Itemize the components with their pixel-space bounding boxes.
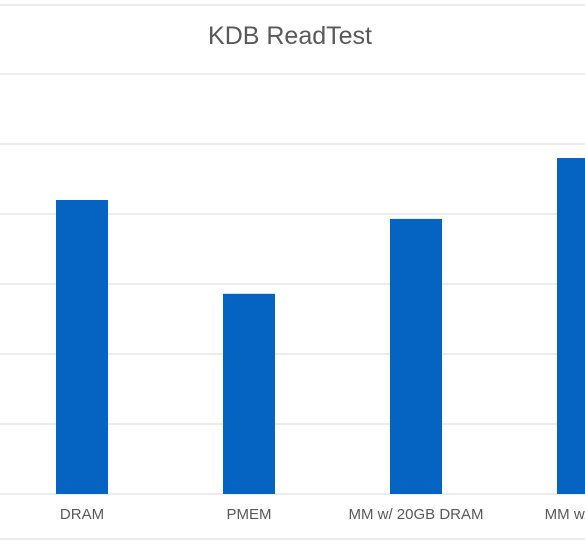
bar-1	[56, 200, 108, 494]
category-label-3: MM w/ 20GB DRAM	[348, 506, 483, 523]
category-label-2: PMEM	[227, 506, 272, 523]
category-label-1: DRAM	[60, 506, 104, 523]
bar-4	[557, 158, 585, 494]
category-labels: DRAM PMEM MM w/ 20GB DRAM MM w/ 40G	[60, 506, 585, 523]
chart-frame	[0, 4, 585, 540]
chart-title: KDB ReadTest	[208, 22, 372, 50]
bar-2	[223, 293, 275, 494]
category-label-4: MM w/ 40G	[545, 506, 585, 523]
bar-3	[390, 218, 442, 494]
bars	[56, 158, 585, 494]
